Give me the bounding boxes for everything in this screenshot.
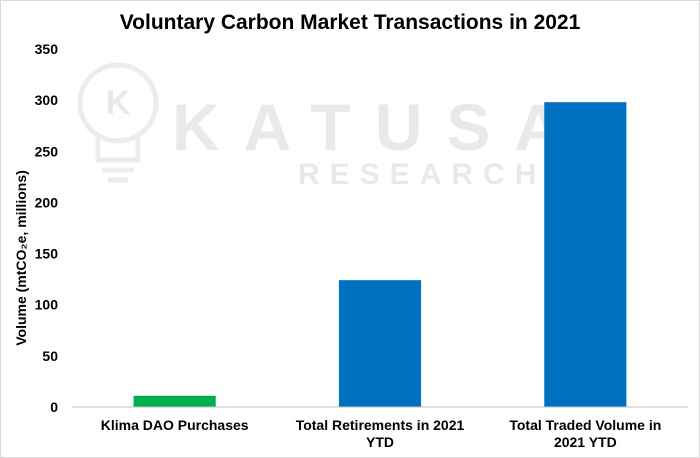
chart-title: Voluntary Carbon Market Transactions in … bbox=[120, 11, 581, 34]
x-tick-label: Total Traded Volume in 2021 YTD bbox=[509, 417, 661, 450]
y-tick-label: 0 bbox=[50, 399, 58, 415]
x-tick-label: Total Retirements in 2021 YTD bbox=[296, 417, 465, 450]
watermark-logo-letter: K bbox=[106, 84, 131, 122]
x-axis: Klima DAO Purchases Total Retirements in … bbox=[101, 417, 662, 450]
bars bbox=[133, 102, 627, 407]
bar bbox=[338, 280, 422, 407]
watermark-subtitle: RESEARCH bbox=[298, 158, 546, 191]
x-tick-label: Klima DAO Purchases bbox=[101, 417, 249, 433]
y-tick-label: 50 bbox=[42, 348, 58, 364]
y-axis-label: Volume (mtCO₂e, millions) bbox=[13, 170, 29, 346]
y-tick-label: 300 bbox=[35, 92, 59, 108]
katusa-research-watermark: K KATUSA RESEARCH bbox=[77, 62, 586, 191]
y-tick-label: 150 bbox=[35, 246, 59, 262]
y-tick-label: 100 bbox=[35, 297, 59, 313]
y-tick-label: 200 bbox=[35, 194, 59, 210]
y-axis: 0 50 100 150 200 250 300 350 bbox=[35, 41, 59, 415]
y-tick-label: 350 bbox=[35, 41, 59, 57]
lightbulb-logo-icon bbox=[77, 62, 159, 183]
watermark-brand: KATUSA bbox=[172, 90, 586, 164]
bar bbox=[133, 395, 216, 407]
y-tick-label: 250 bbox=[35, 143, 59, 159]
bar bbox=[544, 102, 627, 407]
